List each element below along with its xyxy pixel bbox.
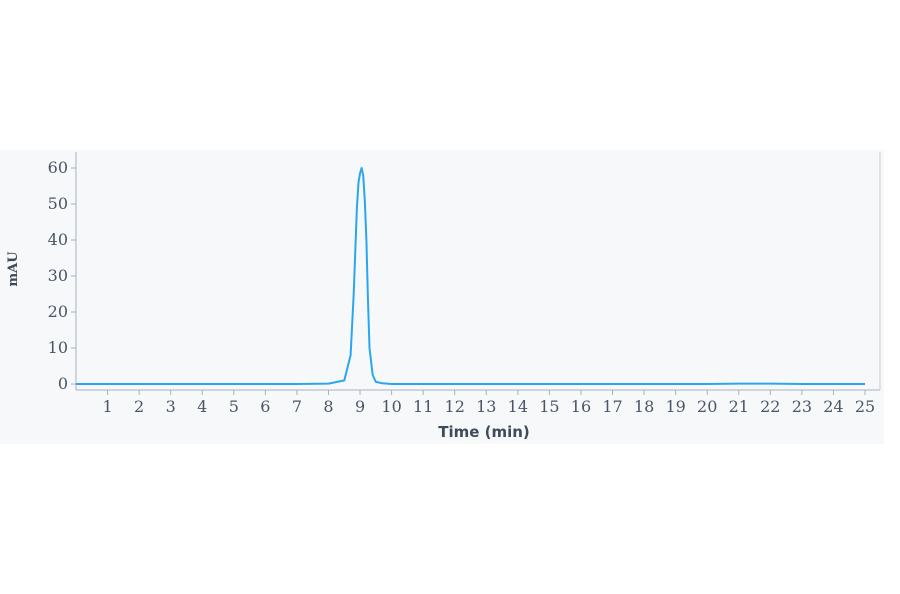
y-tick-label: 50 [48,194,68,213]
y-axis-title: mAU [6,251,21,287]
y-tick-label: 20 [48,302,68,321]
x-tick-label: 19 [665,397,685,416]
x-tick-label: 8 [323,397,333,416]
x-tick-label: 10 [381,397,401,416]
x-tick-label: 5 [229,397,239,416]
y-tick-label: 40 [48,230,68,249]
x-tick-label: 4 [197,397,207,416]
y-tick-label: 60 [48,158,68,177]
x-tick-label: 22 [760,397,780,416]
x-tick-label: 13 [476,397,496,416]
x-tick-label: 21 [729,397,749,416]
chromatogram-panel: 0 10 20 30 40 50 60 1 2 3 4 5 6 7 8 9 10 11 12 13 14 15 16 17 1… [0,150,884,444]
x-tick-label: 17 [602,397,622,416]
x-tick-label: 2 [134,397,144,416]
x-tick-label: 16 [571,397,591,416]
x-tick-label: 15 [539,397,559,416]
y-tick-label: 10 [48,338,68,357]
x-tick-label: 23 [792,397,812,416]
x-tick-label: 24 [823,397,843,416]
x-tick-label: 14 [508,397,528,416]
y-tick-label: 0 [58,374,68,393]
x-tick-label: 11 [413,397,433,416]
x-tick-label: 1 [102,397,112,416]
x-tick-label: 25 [855,397,875,416]
x-tick-label: 6 [260,397,270,416]
y-tick-label: 30 [48,266,68,285]
x-tick-label: 3 [166,397,176,416]
x-tick-label: 7 [292,397,302,416]
x-tick-label: 12 [445,397,465,416]
chromatogram-trace [76,167,865,385]
x-tick-label: 18 [634,397,654,416]
x-tick-label: 20 [697,397,717,416]
x-axis-title: Time (min) [438,423,530,441]
x-tick-label: 9 [355,397,365,416]
